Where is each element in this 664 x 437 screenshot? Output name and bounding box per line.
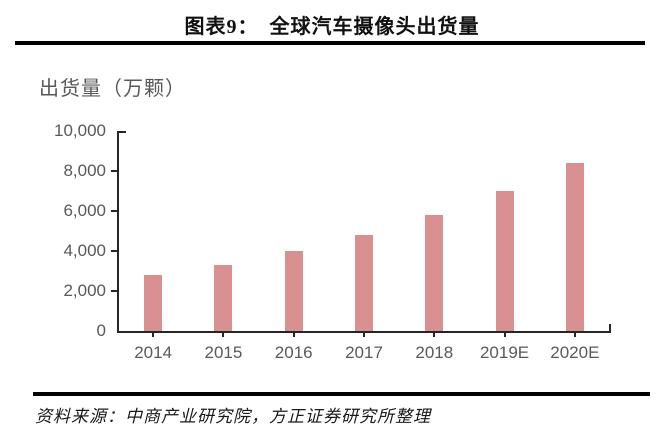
x-axis-tick bbox=[222, 333, 225, 337]
x-tick-label: 2015 bbox=[204, 343, 243, 362]
source-note: 资料来源：中商产业研究院，方正证券研究所整理 bbox=[35, 407, 431, 426]
bar bbox=[144, 275, 163, 331]
bar bbox=[214, 265, 233, 331]
bar bbox=[355, 235, 373, 331]
y-tick-label: 8,000 bbox=[63, 161, 106, 180]
y-axis-tick bbox=[111, 290, 117, 292]
y-tick-label: 10,000 bbox=[54, 121, 106, 140]
bar bbox=[284, 251, 303, 331]
x-axis-tick bbox=[573, 333, 576, 337]
y-axis-end-cap bbox=[119, 131, 126, 133]
y-axis-title: 出货量（万颗） bbox=[39, 78, 186, 100]
y-axis-tick bbox=[111, 170, 117, 172]
x-tick-label: 2018 bbox=[415, 343, 454, 362]
bar bbox=[495, 191, 514, 331]
y-tick-label: 4,000 bbox=[63, 241, 106, 260]
y-tick-label: 0 bbox=[96, 321, 106, 340]
figure-title: 图表9： 全球汽车摄像头出货量 bbox=[184, 16, 480, 38]
y-tick-label: 6,000 bbox=[63, 201, 106, 220]
title-divider-rule bbox=[15, 41, 645, 45]
x-axis-tick bbox=[433, 333, 436, 337]
y-tick-label: 2,000 bbox=[63, 281, 106, 300]
x-axis-tick bbox=[152, 333, 155, 337]
y-axis-tick bbox=[111, 250, 117, 252]
x-axis-tick bbox=[503, 333, 506, 337]
y-axis-tick bbox=[111, 210, 117, 212]
footer-divider-rule bbox=[33, 392, 650, 396]
x-axis-tick bbox=[363, 333, 365, 337]
x-tick-label: 2014 bbox=[134, 343, 173, 362]
x-tick-label: 2019E bbox=[479, 343, 530, 362]
x-tick-label: 2020E bbox=[550, 343, 600, 362]
y-axis-line bbox=[117, 131, 119, 333]
bar bbox=[425, 215, 444, 331]
x-axis-end-cap bbox=[609, 324, 611, 331]
x-axis-tick bbox=[292, 333, 295, 337]
x-axis-line bbox=[117, 331, 611, 333]
x-tick-label: 2016 bbox=[274, 343, 313, 362]
bar bbox=[565, 163, 584, 331]
x-tick-label: 2017 bbox=[345, 343, 383, 362]
